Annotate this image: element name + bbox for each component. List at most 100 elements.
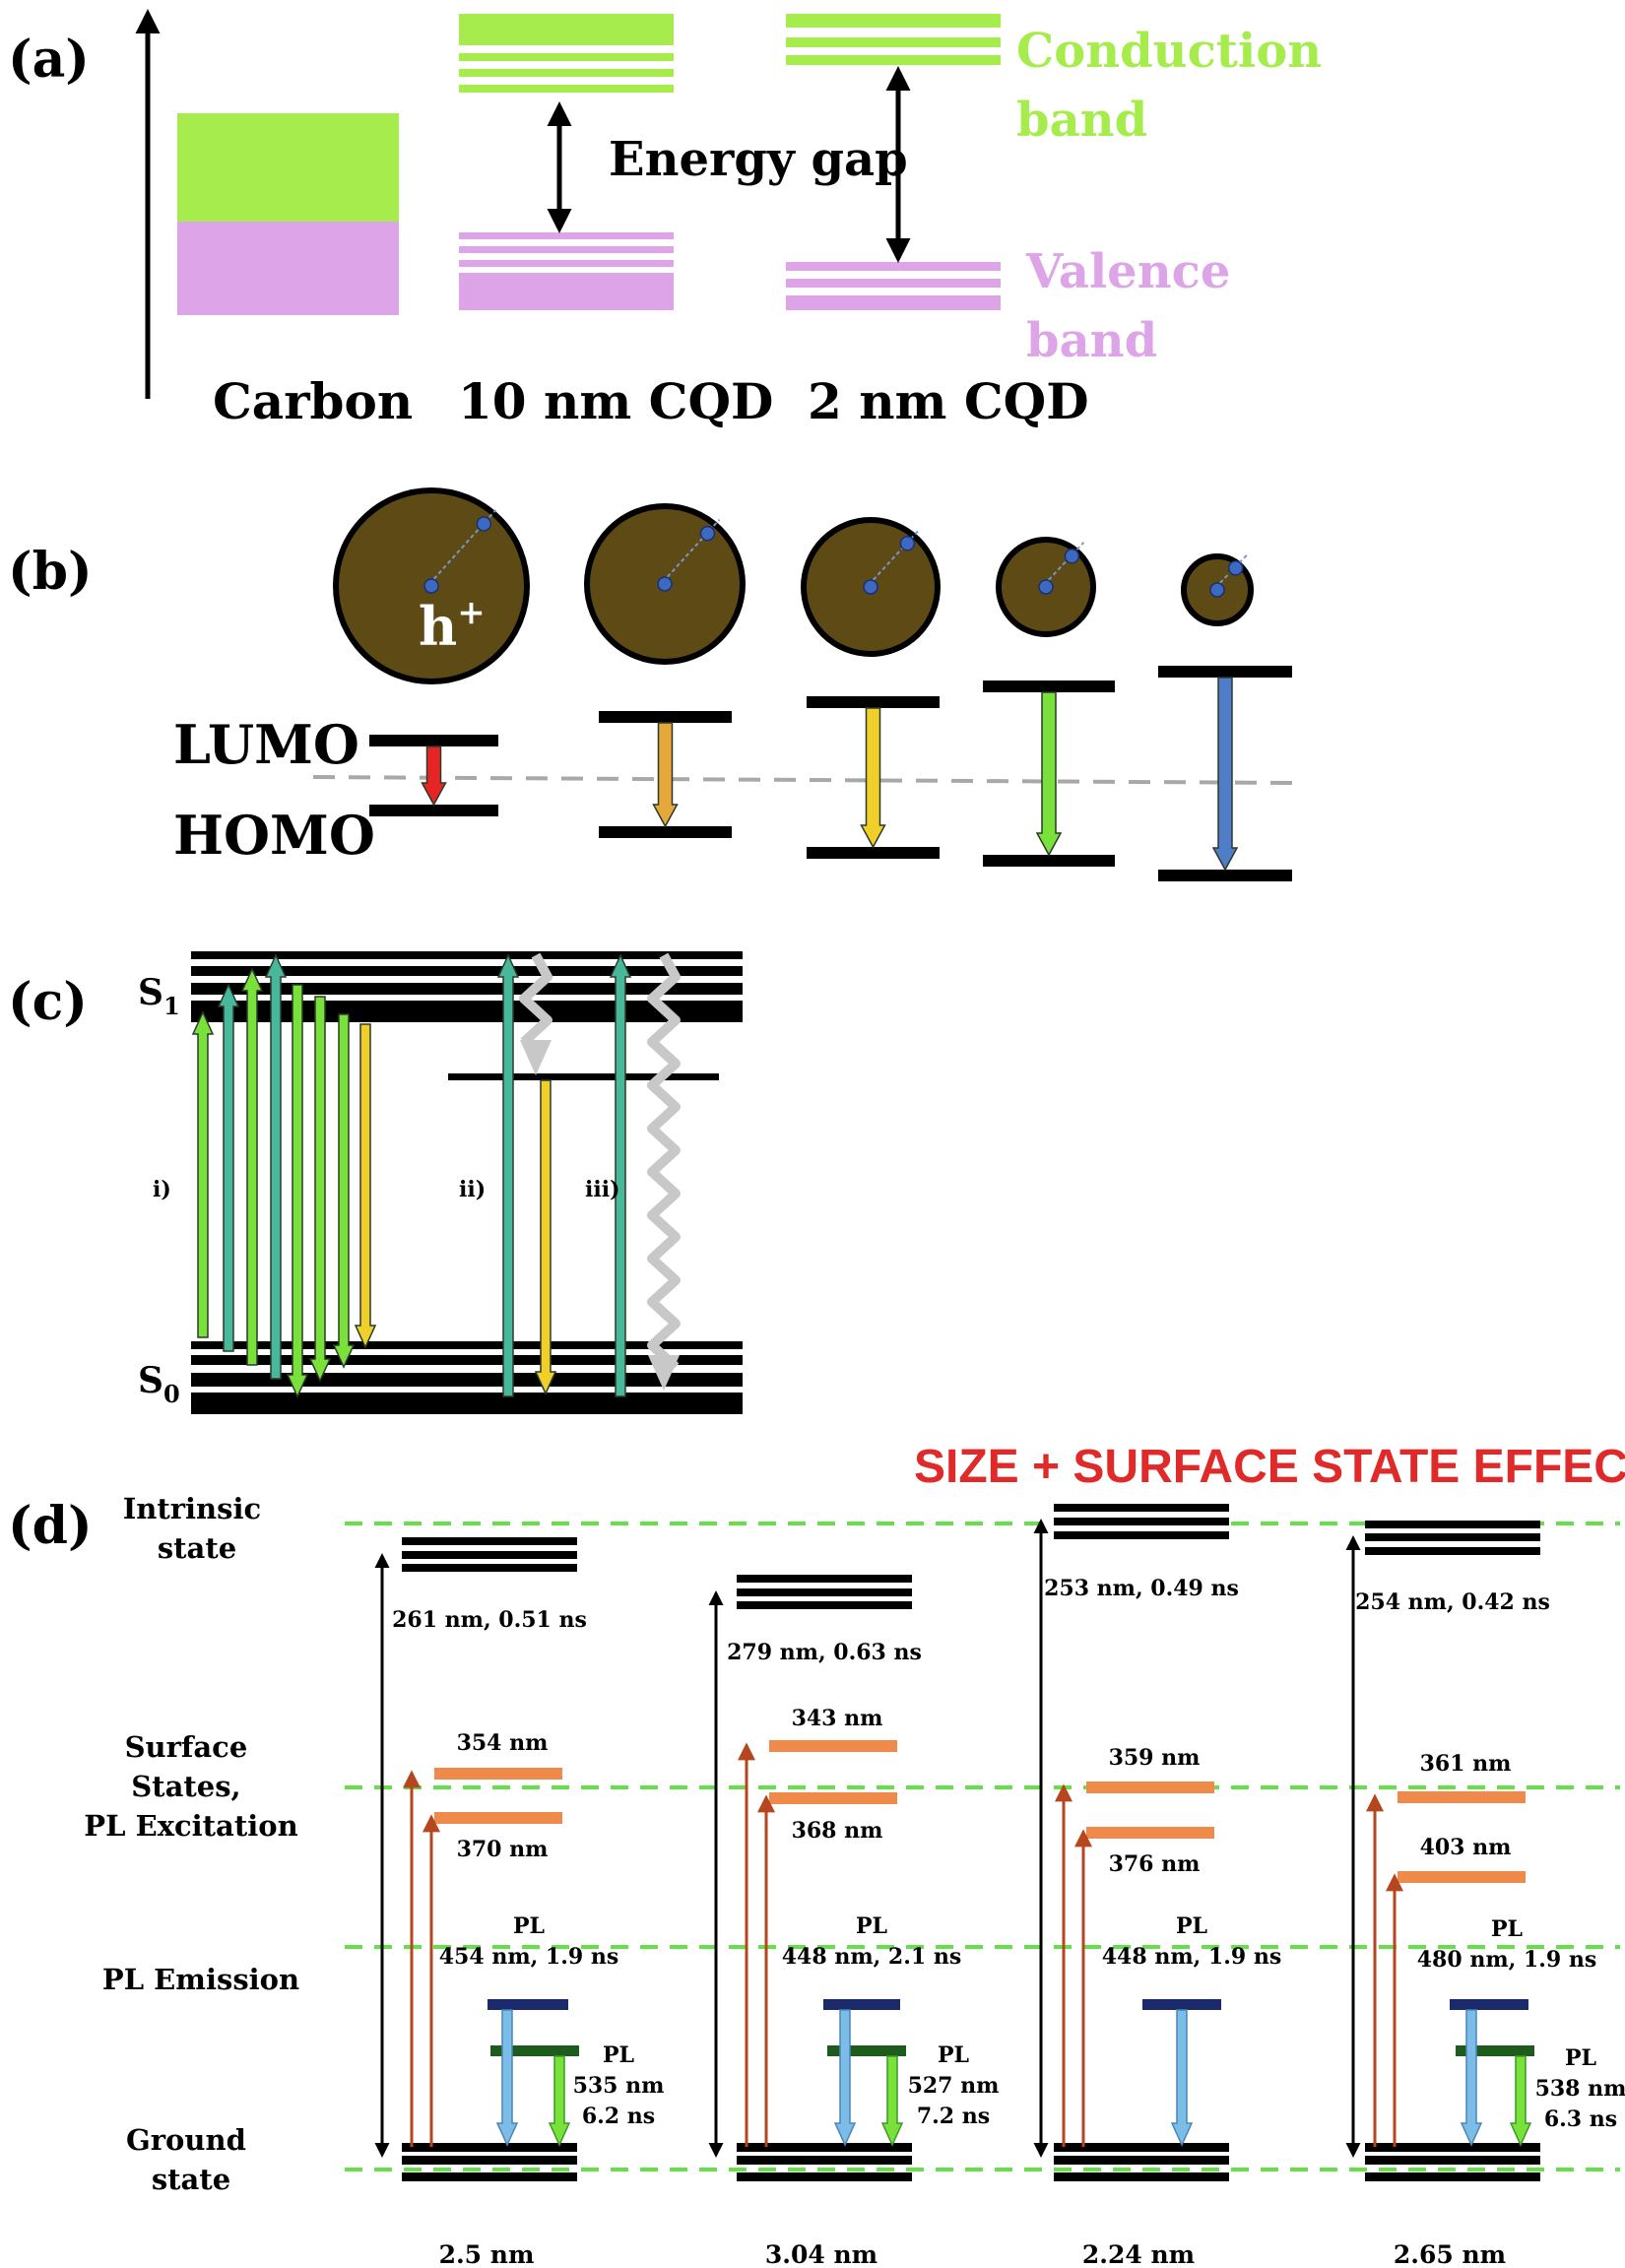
panel-c-label: (c) — [8, 972, 88, 1032]
excitation-label-upper: 359 nm — [1109, 1745, 1201, 1771]
emission-arrow-2 — [652, 722, 679, 828]
column-1: 261 nm, 0.51 ns 354 nm 370 nm PL 454 nm, 1.9… — [374, 1537, 665, 2268]
intrinsic-level-1 — [1365, 1521, 1540, 1528]
excitation-label-lower: 403 nm — [1420, 1835, 1512, 1860]
excitation-label-lower: 368 nm — [792, 1818, 883, 1844]
pl-green-label-wavelength: 527 nm — [908, 2073, 1000, 2099]
abs-arrow-1 — [191, 1010, 215, 1338]
excitation-label-upper: 354 nm — [457, 1730, 549, 1756]
excitation-level-upper — [434, 1768, 562, 1780]
size-columns: 261 nm, 0.51 ns 354 nm 370 nm PL 454 nm, 1.9… — [374, 1504, 1625, 2268]
panel-d-title: SIZE + SURFACE STATE EFFECT — [914, 1441, 1625, 1493]
ground-level-2 — [1054, 2156, 1229, 2165]
size-label: 2.24 nm — [1082, 2240, 1195, 2268]
cqd-10nm-valence-levels — [459, 232, 674, 310]
energy-gap-label: Energy gap — [609, 132, 908, 187]
homo-level-2 — [599, 826, 732, 838]
excitation-label-lower: 370 nm — [457, 1837, 549, 1862]
intrinsic-level-2 — [737, 1588, 912, 1596]
intrinsic-level-1 — [1054, 1504, 1229, 1512]
process-iii-label: iii) — [585, 1177, 619, 1202]
homo-level-1 — [369, 805, 498, 816]
intermediate-state-level — [448, 1073, 719, 1080]
quantum-dot-particles — [333, 487, 1254, 684]
panel-b: (b) h+ LUMO HOMO — [8, 487, 1301, 881]
electron-dot-5 — [1227, 560, 1244, 576]
s1-label: S1 — [138, 972, 180, 1020]
row-label-emission: PL Emission — [102, 1963, 299, 1996]
emission-level-blue — [823, 1999, 900, 2010]
em-arrow-1 — [286, 984, 309, 1398]
abs-arrow-4 — [264, 953, 288, 1380]
ground-level-1 — [1365, 2143, 1540, 2152]
ground-level-2 — [737, 2156, 912, 2165]
pl-arrow-green — [880, 2055, 904, 2147]
em-arrow-2 — [308, 996, 332, 1383]
emission-level-green — [490, 2045, 579, 2056]
column-3: 253 nm, 0.49 ns 359 nm 376 nm PL 448 nm, 1.9… — [1033, 1504, 1282, 2268]
hole-dot-5 — [1209, 582, 1225, 598]
valence-band-label: Valence band — [1025, 244, 1247, 368]
row-label-intrinsic: Intrinsic state — [123, 1492, 272, 1565]
ground-level-2 — [1365, 2156, 1540, 2165]
panel-d-label: (d) — [8, 1496, 93, 1556]
ground-level-3 — [1054, 2172, 1229, 2181]
pl-blue-label-title: PL — [513, 1913, 545, 1939]
emission-level-green — [827, 2045, 906, 2056]
size-label: 2.5 nm — [439, 2240, 535, 2268]
pl-blue-label-value: 454 nm, 1.9 ns — [439, 1944, 619, 1970]
relax-wavy-iii-head — [648, 1355, 680, 1391]
intrinsic-label: 253 nm, 0.49 ns — [1044, 1576, 1239, 1601]
emission-level-blue — [488, 1999, 568, 2010]
column-2: 279 nm, 0.63 ns 343 nm 368 nm PL 448 nm, 2.1… — [708, 1575, 1000, 2268]
intrinsic-level-3 — [402, 1564, 577, 1572]
lumo-level-2 — [599, 711, 732, 723]
pl-green-label-wavelength: 535 nm — [573, 2073, 665, 2099]
lumo-level-5 — [1158, 666, 1292, 678]
ground-level-1 — [402, 2143, 577, 2152]
conduction-band-label: Conduction band — [1016, 24, 1338, 148]
abs-arrow-2 — [217, 983, 240, 1352]
level-guide-lines — [345, 1522, 1620, 2171]
s0-levels — [191, 1341, 743, 1414]
intrinsic-level-1 — [737, 1575, 912, 1583]
homo-level-3 — [807, 847, 940, 859]
homo-level-5 — [1158, 870, 1292, 881]
pl-blue-label-value: 448 nm, 1.9 ns — [1102, 1944, 1282, 1970]
excitation-level-upper — [769, 1740, 897, 1752]
emission-level-blue — [1142, 1999, 1221, 2010]
excitation-label-upper: 361 nm — [1420, 1751, 1512, 1777]
pl-blue-label-title: PL — [1491, 1916, 1523, 1942]
pl-blue-label-title: PL — [1176, 1913, 1207, 1939]
abs-arrow-iii — [609, 953, 632, 1397]
panel-a: (a) Energy gap — [8, 9, 1338, 430]
pl-blue-label-value: 480 nm, 1.9 ns — [1417, 1947, 1597, 1973]
emission-arrow-4 — [1035, 691, 1063, 857]
ground-level-1 — [1054, 2143, 1229, 2152]
s0-label: S0 — [138, 1360, 180, 1408]
size-label: 2.65 nm — [1394, 2240, 1506, 2268]
panel-a-label: (a) — [8, 30, 90, 90]
electron-dot-2 — [699, 525, 716, 542]
emission-level-blue — [1450, 1999, 1528, 2010]
pl-blue-label-value: 448 nm, 2.1 ns — [782, 1944, 962, 1970]
panel-c: (c) S1 S0 i) ii) iii) — [8, 951, 743, 1414]
excitation-level-lower — [769, 1792, 897, 1804]
hole-dot-4 — [1038, 579, 1054, 595]
cqd-2nm-conduction-levels — [786, 14, 1001, 65]
hole-dot-2 — [657, 576, 673, 592]
cqd-2nm-valence-levels — [786, 262, 1001, 310]
ground-level-3 — [1365, 2172, 1540, 2181]
pl-green-label-title: PL — [1565, 2045, 1596, 2071]
homo-lumo-levels — [369, 666, 1292, 881]
pl-arrow-green — [1509, 2055, 1532, 2147]
transition-arrows — [191, 952, 681, 1398]
ground-level-2 — [402, 2156, 577, 2165]
hole-dot-1 — [423, 578, 439, 594]
hole-label: h+ — [419, 593, 486, 658]
pl-green-label-lifetime: 7.2 ns — [917, 2104, 990, 2129]
emission-arrow-5 — [1211, 677, 1239, 872]
x-label-10nm-cqd: 10 nm CQD — [458, 372, 773, 430]
em-arrow-4 — [354, 1023, 377, 1349]
